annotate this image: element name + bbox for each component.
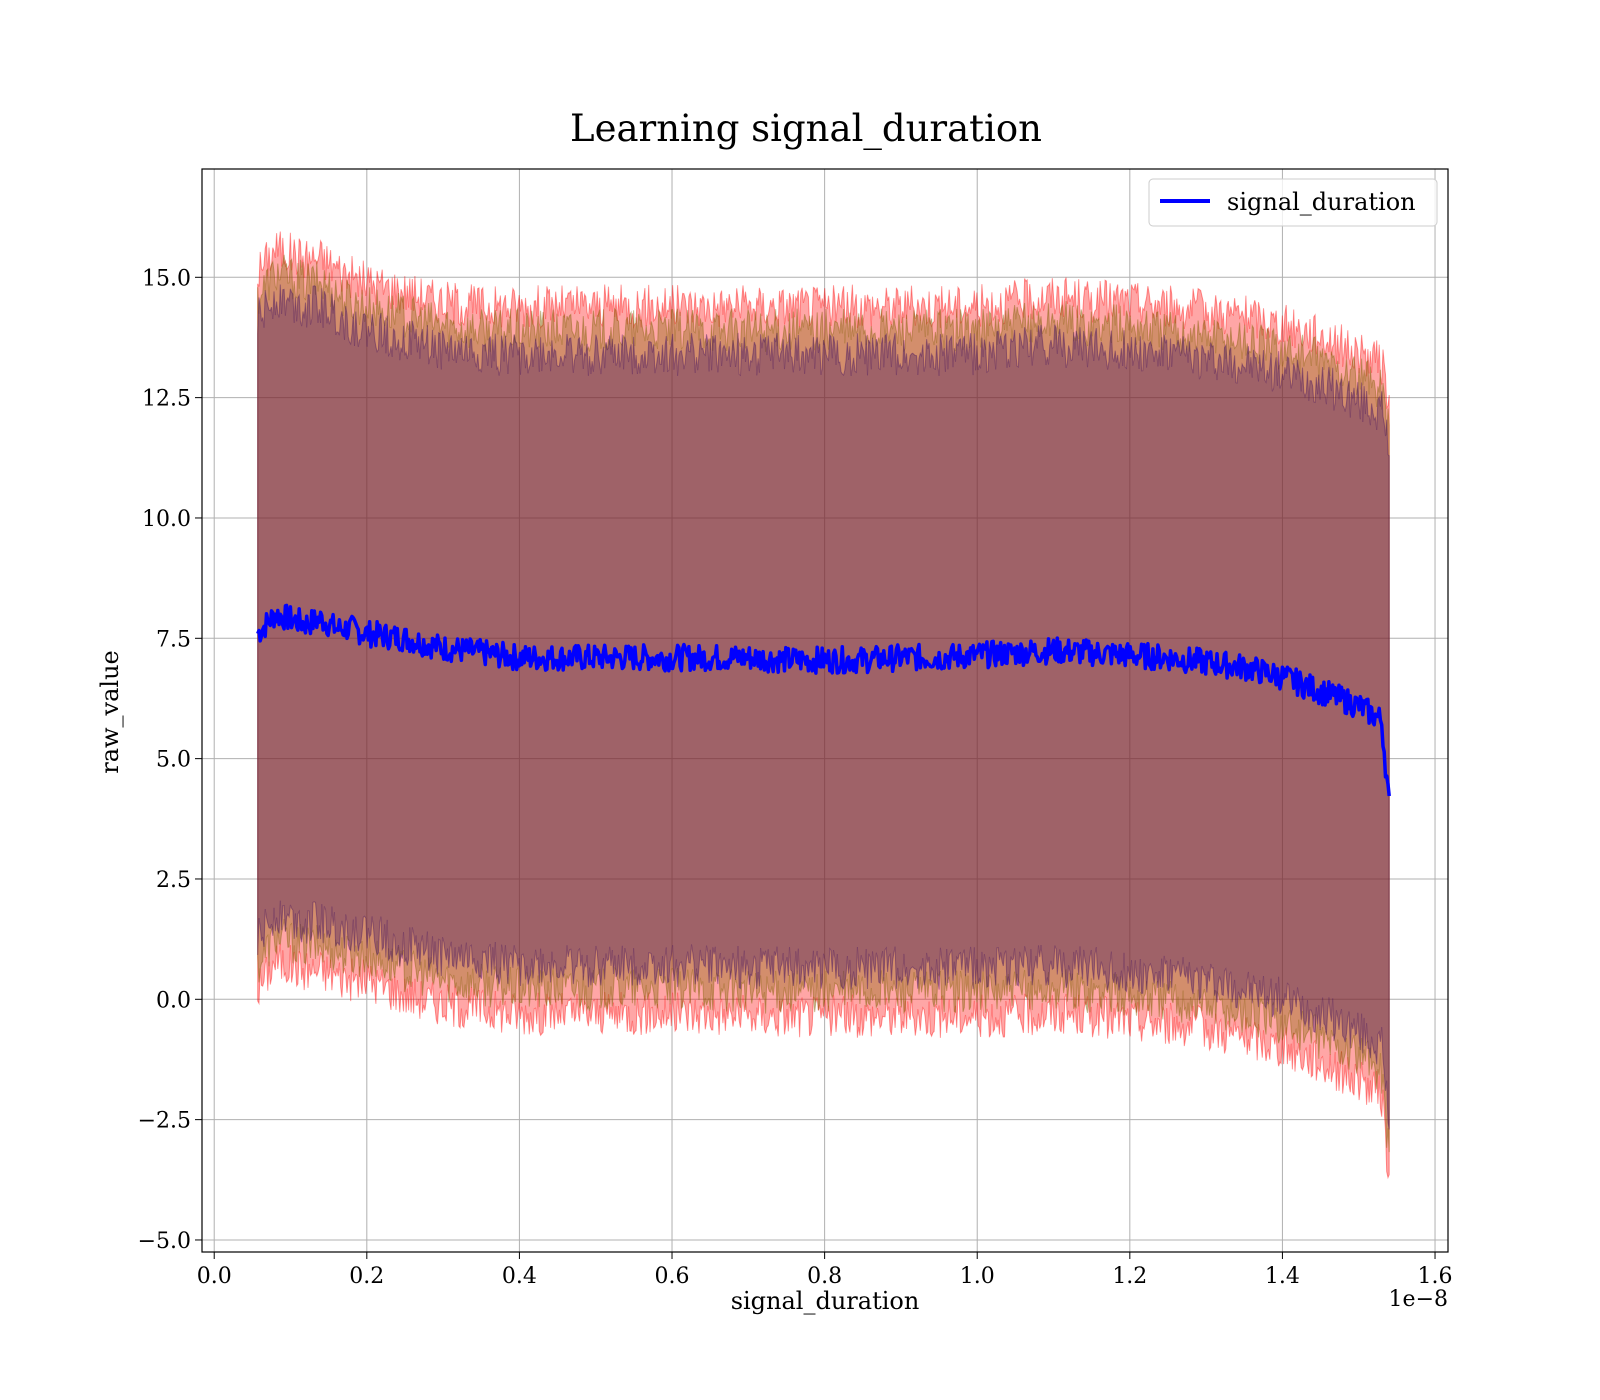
- chart-title: Learning signal_duration: [570, 107, 1042, 151]
- x-tick-label: 1.0: [960, 1264, 995, 1289]
- series-lines: [256, 603, 1391, 797]
- grid: [202, 169, 1448, 1252]
- y-tick-label: −2.5: [138, 1109, 191, 1134]
- confidence-bands: [257, 231, 1390, 1180]
- x-axis-offset-label: 1e−8: [1389, 1287, 1448, 1312]
- y-tick-label: 10.0: [142, 507, 191, 532]
- x-tick-label: 0.8: [807, 1264, 842, 1289]
- x-tick-label: 1.4: [1265, 1264, 1300, 1289]
- x-tick-label: 0.6: [655, 1264, 690, 1289]
- legend: signal_duration: [1148, 178, 1438, 227]
- x-tick-label: 0.2: [349, 1264, 384, 1289]
- x-tick-label: 0.4: [502, 1264, 537, 1289]
- confidence-band: [257, 231, 1390, 1180]
- y-tick-label: 5.0: [156, 748, 191, 773]
- x-tick-label: 0.0: [197, 1264, 232, 1289]
- series-line-signal-duration: [256, 603, 1391, 797]
- confidence-band: [257, 254, 1390, 1153]
- y-tick-label: 2.5: [156, 868, 191, 893]
- confidence-band: [257, 284, 1390, 1130]
- x-tick-label: 1.6: [1418, 1264, 1453, 1289]
- y-tick-label: 0.0: [156, 988, 191, 1013]
- y-axis-label: raw_value: [96, 650, 124, 774]
- y-tick-label: 7.5: [156, 627, 191, 652]
- x-axis-ticks: 0.0 0.2 0.4 0.6 0.8 1.0 1.2 1.4 1.6: [197, 1252, 1453, 1289]
- x-axis-label: signal_duration: [731, 1287, 920, 1315]
- y-axis-ticks: −5.0 −2.5 0.0 2.5 5.0 7.5 10.0 12.5 15.0: [138, 266, 202, 1254]
- y-tick-label: −5.0: [138, 1229, 191, 1254]
- x-tick-label: 1.2: [1112, 1264, 1147, 1289]
- y-tick-label: 15.0: [142, 266, 191, 291]
- y-tick-label: 12.5: [142, 387, 191, 412]
- legend-box: [1148, 178, 1438, 227]
- legend-label-signal-duration: signal_duration: [1227, 188, 1416, 216]
